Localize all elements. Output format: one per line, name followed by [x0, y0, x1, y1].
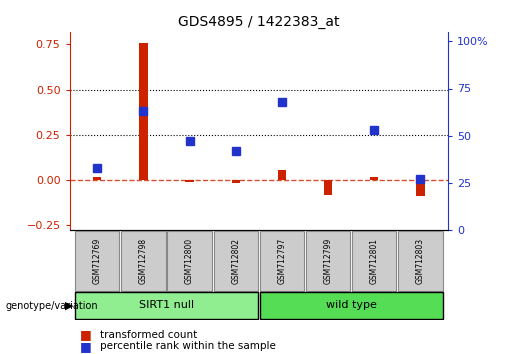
FancyBboxPatch shape [306, 232, 350, 291]
Bar [370, 177, 379, 179]
FancyBboxPatch shape [75, 232, 119, 291]
Bar [93, 177, 101, 179]
Bar [139, 43, 147, 179]
Text: ■: ■ [80, 328, 92, 341]
Bar [232, 179, 240, 183]
Text: genotype/variation: genotype/variation [5, 301, 98, 310]
Text: GSM712800: GSM712800 [185, 238, 194, 284]
Bar [185, 179, 194, 182]
FancyBboxPatch shape [214, 232, 258, 291]
Text: GSM712803: GSM712803 [416, 238, 425, 284]
Text: ▶: ▶ [65, 301, 74, 310]
Text: SIRT1 null: SIRT1 null [139, 300, 194, 310]
FancyBboxPatch shape [121, 232, 165, 291]
Text: GSM712801: GSM712801 [370, 238, 379, 284]
Bar [324, 179, 332, 195]
Text: wild type: wild type [325, 300, 376, 310]
Text: GSM712799: GSM712799 [323, 238, 333, 284]
FancyBboxPatch shape [75, 292, 258, 319]
Bar [278, 170, 286, 179]
Text: percentile rank within the sample: percentile rank within the sample [100, 341, 277, 351]
FancyBboxPatch shape [260, 292, 442, 319]
Title: GDS4895 / 1422383_at: GDS4895 / 1422383_at [178, 16, 339, 29]
Text: GSM712797: GSM712797 [278, 238, 286, 284]
Text: GSM712798: GSM712798 [139, 238, 148, 284]
Text: GSM712769: GSM712769 [93, 238, 102, 284]
Text: GSM712802: GSM712802 [231, 238, 240, 284]
Bar [416, 179, 424, 196]
Text: ■: ■ [80, 340, 92, 353]
FancyBboxPatch shape [260, 232, 304, 291]
FancyBboxPatch shape [398, 232, 442, 291]
FancyBboxPatch shape [167, 232, 212, 291]
Text: transformed count: transformed count [100, 330, 198, 339]
FancyBboxPatch shape [352, 232, 397, 291]
